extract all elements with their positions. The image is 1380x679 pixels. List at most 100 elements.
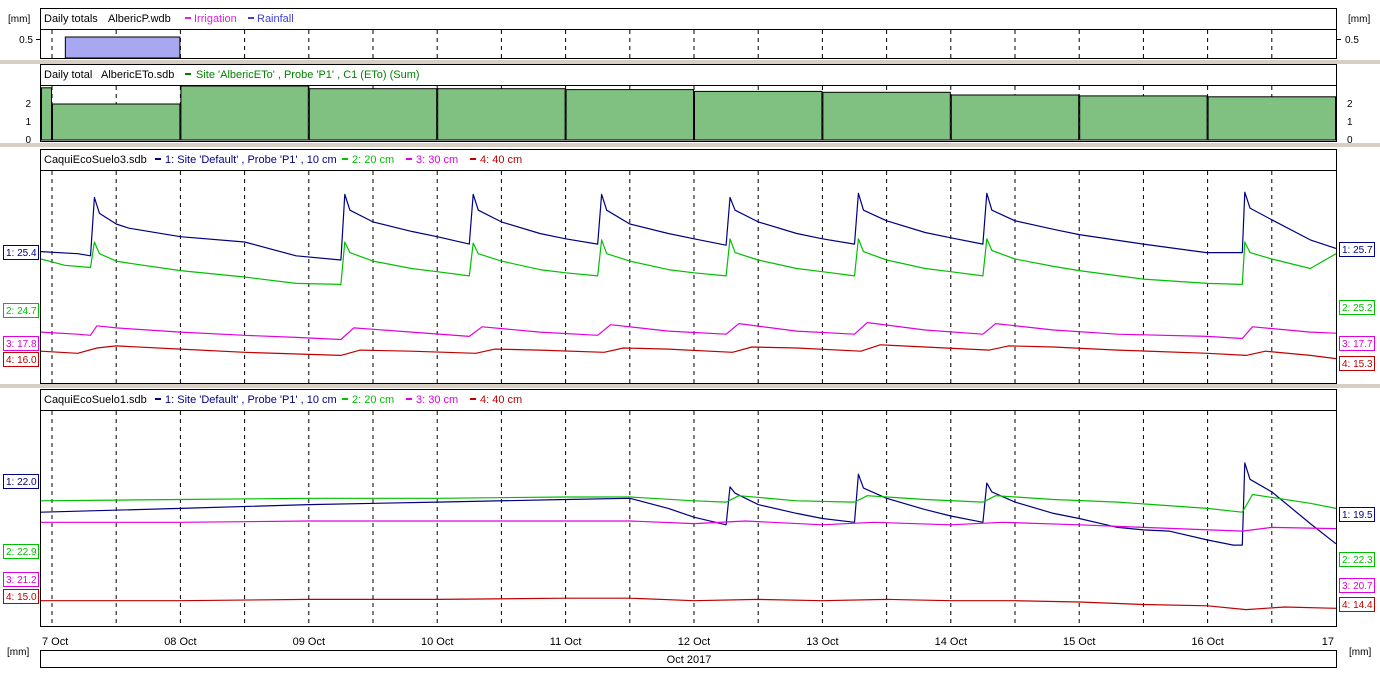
eto-legend-swatch [185, 73, 191, 75]
rain-unit-right: [mm] [1348, 14, 1370, 25]
suelo3-right-value-1: 1: 25.7 [1339, 242, 1375, 257]
suelo3-series-2 [40, 238, 1337, 285]
suelo3-legend-3: 3: 30 cm [416, 154, 458, 166]
suelo3-legend-3-swatch [406, 158, 412, 160]
suelo1-left-value-2: 2: 22.9 [3, 544, 39, 559]
eto-bars [41, 85, 1336, 141]
x-tick-labels: 7 Oct 08 Oct 09 Oct 10 Oct 11 Oct 12 Oct 13 Oc… [42, 636, 1334, 648]
suelo1-right-value-4: 4: 14.4 [1339, 597, 1375, 612]
svg-text:1: 19.5: 1: 19.5 [1342, 510, 1373, 521]
suelo3-right-value-2: 2: 25.2 [1339, 300, 1375, 315]
x-tick-label-0: 7 Oct [42, 636, 68, 648]
eto-bar-0 [41, 87, 52, 141]
rain-unit-left: [mm] [8, 14, 30, 25]
eto-source: AlbericETo.sdb [101, 69, 174, 81]
eto-tick-0-left: 0 [25, 135, 31, 146]
suelo1-lines [40, 462, 1337, 611]
x-tick-label-1: 08 Oct [164, 636, 196, 648]
svg-text:3: 20.7: 3: 20.7 [1342, 581, 1373, 592]
suelo3-legend-1: 1: Site 'Default' , Probe 'P1' , 10 cm [165, 154, 337, 166]
suelo3-left-value-1: 1: 25.4 [3, 245, 39, 260]
eto-bar-9 [1079, 95, 1208, 141]
svg-text:1: 25.7: 1: 25.7 [1342, 245, 1373, 256]
x-tick-label-9: 16 Oct [1191, 636, 1223, 648]
rainfall-legend-swatch [248, 17, 254, 19]
x-tick-label-3: 10 Oct [421, 636, 453, 648]
svg-text:4: 15.3: 4: 15.3 [1342, 359, 1373, 370]
suelo3-series-1 [40, 191, 1337, 261]
svg-text:2: 22.3: 2: 22.3 [1342, 555, 1373, 566]
suelo1-left-value-1: 1: 22.0 [3, 474, 39, 489]
suelo3-left-value-2: 2: 24.7 [3, 303, 39, 318]
suelo3-legend-4: 4: 40 cm [480, 154, 522, 166]
eto-bar-10 [1207, 96, 1336, 141]
x-tick-label-10: 17 [1322, 636, 1334, 648]
x-axis-month-box [40, 650, 1337, 668]
suelo3-legend-2: 2: 20 cm [352, 154, 394, 166]
suelo1-legend-4: 4: 40 cm [480, 394, 522, 406]
x-axis-month-label: Oct 2017 [667, 654, 712, 666]
x-tick-label-5: 12 Oct [678, 636, 710, 648]
svg-text:1: 22.0: 1: 22.0 [6, 477, 37, 488]
rain-tick-right: 0.5 [1345, 35, 1359, 46]
rain-tick-left: 0.5 [19, 35, 33, 46]
rain-bars [64, 36, 181, 59]
suelo1-right-value-1: 1: 19.5 [1339, 507, 1375, 522]
separator-2 [0, 143, 1380, 147]
suelo3-right-value-3: 3: 17.7 [1339, 336, 1375, 351]
suelo1-panel-frame [40, 389, 1337, 627]
x-tick-label-6: 13 Oct [806, 636, 838, 648]
eto-legend-label: Site 'AlbericETo' , Probe 'P1' , C1 (ETo… [196, 69, 420, 81]
eto-bar-6 [694, 90, 823, 141]
svg-text:4: 14.4: 4: 14.4 [1342, 600, 1373, 611]
rain-source: AlbericP.wdb [108, 13, 171, 25]
svg-text:3: 21.2: 3: 21.2 [6, 575, 37, 586]
suelo3-legend-1-swatch [155, 158, 161, 160]
eto-tick-2-right: 2 [1347, 99, 1353, 110]
rain-panel-frame [40, 8, 1337, 59]
suelo1-left-value-4: 4: 15.0 [3, 589, 39, 604]
suelo1-legend-2-swatch [342, 398, 348, 400]
suelo1-legend-2: 2: 20 cm [352, 394, 394, 406]
eto-tick-2-left: 2 [25, 99, 31, 110]
separator-3 [0, 384, 1380, 388]
x-tick-label-2: 09 Oct [293, 636, 325, 648]
suelo3-right-value-4: 4: 15.3 [1339, 356, 1375, 371]
suelo1-series-3 [41, 520, 1337, 532]
rainfall-legend-label: Rainfall [257, 13, 294, 25]
suelo3-left-value-3: 3: 17.8 [3, 336, 39, 351]
suelo1-legend-1-swatch [155, 398, 161, 400]
rain-title: Daily totals [44, 13, 98, 25]
suelo1-series-2 [40, 493, 1337, 513]
suelo3-left-value-4: 4: 16.0 [3, 352, 39, 367]
eto-bar-4 [437, 88, 566, 141]
eto-bar-5 [565, 89, 694, 141]
rain-bar-0 [64, 36, 181, 59]
svg-text:4: 16.0: 4: 16.0 [6, 355, 37, 366]
eto-bar-8 [950, 94, 1080, 141]
svg-text:2: 25.2: 2: 25.2 [1342, 303, 1373, 314]
eto-tick-1-left: 1 [25, 117, 31, 128]
eto-title: Daily total [44, 69, 92, 81]
suelo3-series-3 [40, 322, 1337, 341]
x-axis-unit-right: [mm] [1349, 647, 1371, 658]
suelo1-left-value-3: 3: 21.2 [3, 572, 39, 587]
suelo1-legend-1: 1: Site 'Default' , Probe 'P1' , 10 cm [165, 394, 337, 406]
suelo1-series-1 [40, 462, 1337, 546]
eto-tick-1-right: 1 [1347, 117, 1353, 128]
svg-text:3: 17.8: 3: 17.8 [6, 339, 37, 350]
suelo1-title: CaquiEcoSuelo1.sdb [44, 394, 147, 406]
suelo1-legend-3-swatch [406, 398, 412, 400]
irrigation-legend-label: Irrigation [194, 13, 237, 25]
suelo3-title: CaquiEcoSuelo3.sdb [44, 154, 147, 166]
suelo3-lines [40, 191, 1337, 360]
svg-text:2: 22.9: 2: 22.9 [6, 547, 37, 558]
eto-tick-0-right: 0 [1347, 135, 1353, 146]
suelo1-legend-4-swatch [470, 398, 476, 400]
suelo1-right-value-3: 3: 20.7 [1339, 578, 1375, 593]
suelo1-right-value-2: 2: 22.3 [1339, 552, 1375, 567]
suelo3-panel-frame [40, 149, 1337, 384]
eto-bar-3 [308, 88, 438, 141]
x-tick-label-8: 15 Oct [1063, 636, 1095, 648]
